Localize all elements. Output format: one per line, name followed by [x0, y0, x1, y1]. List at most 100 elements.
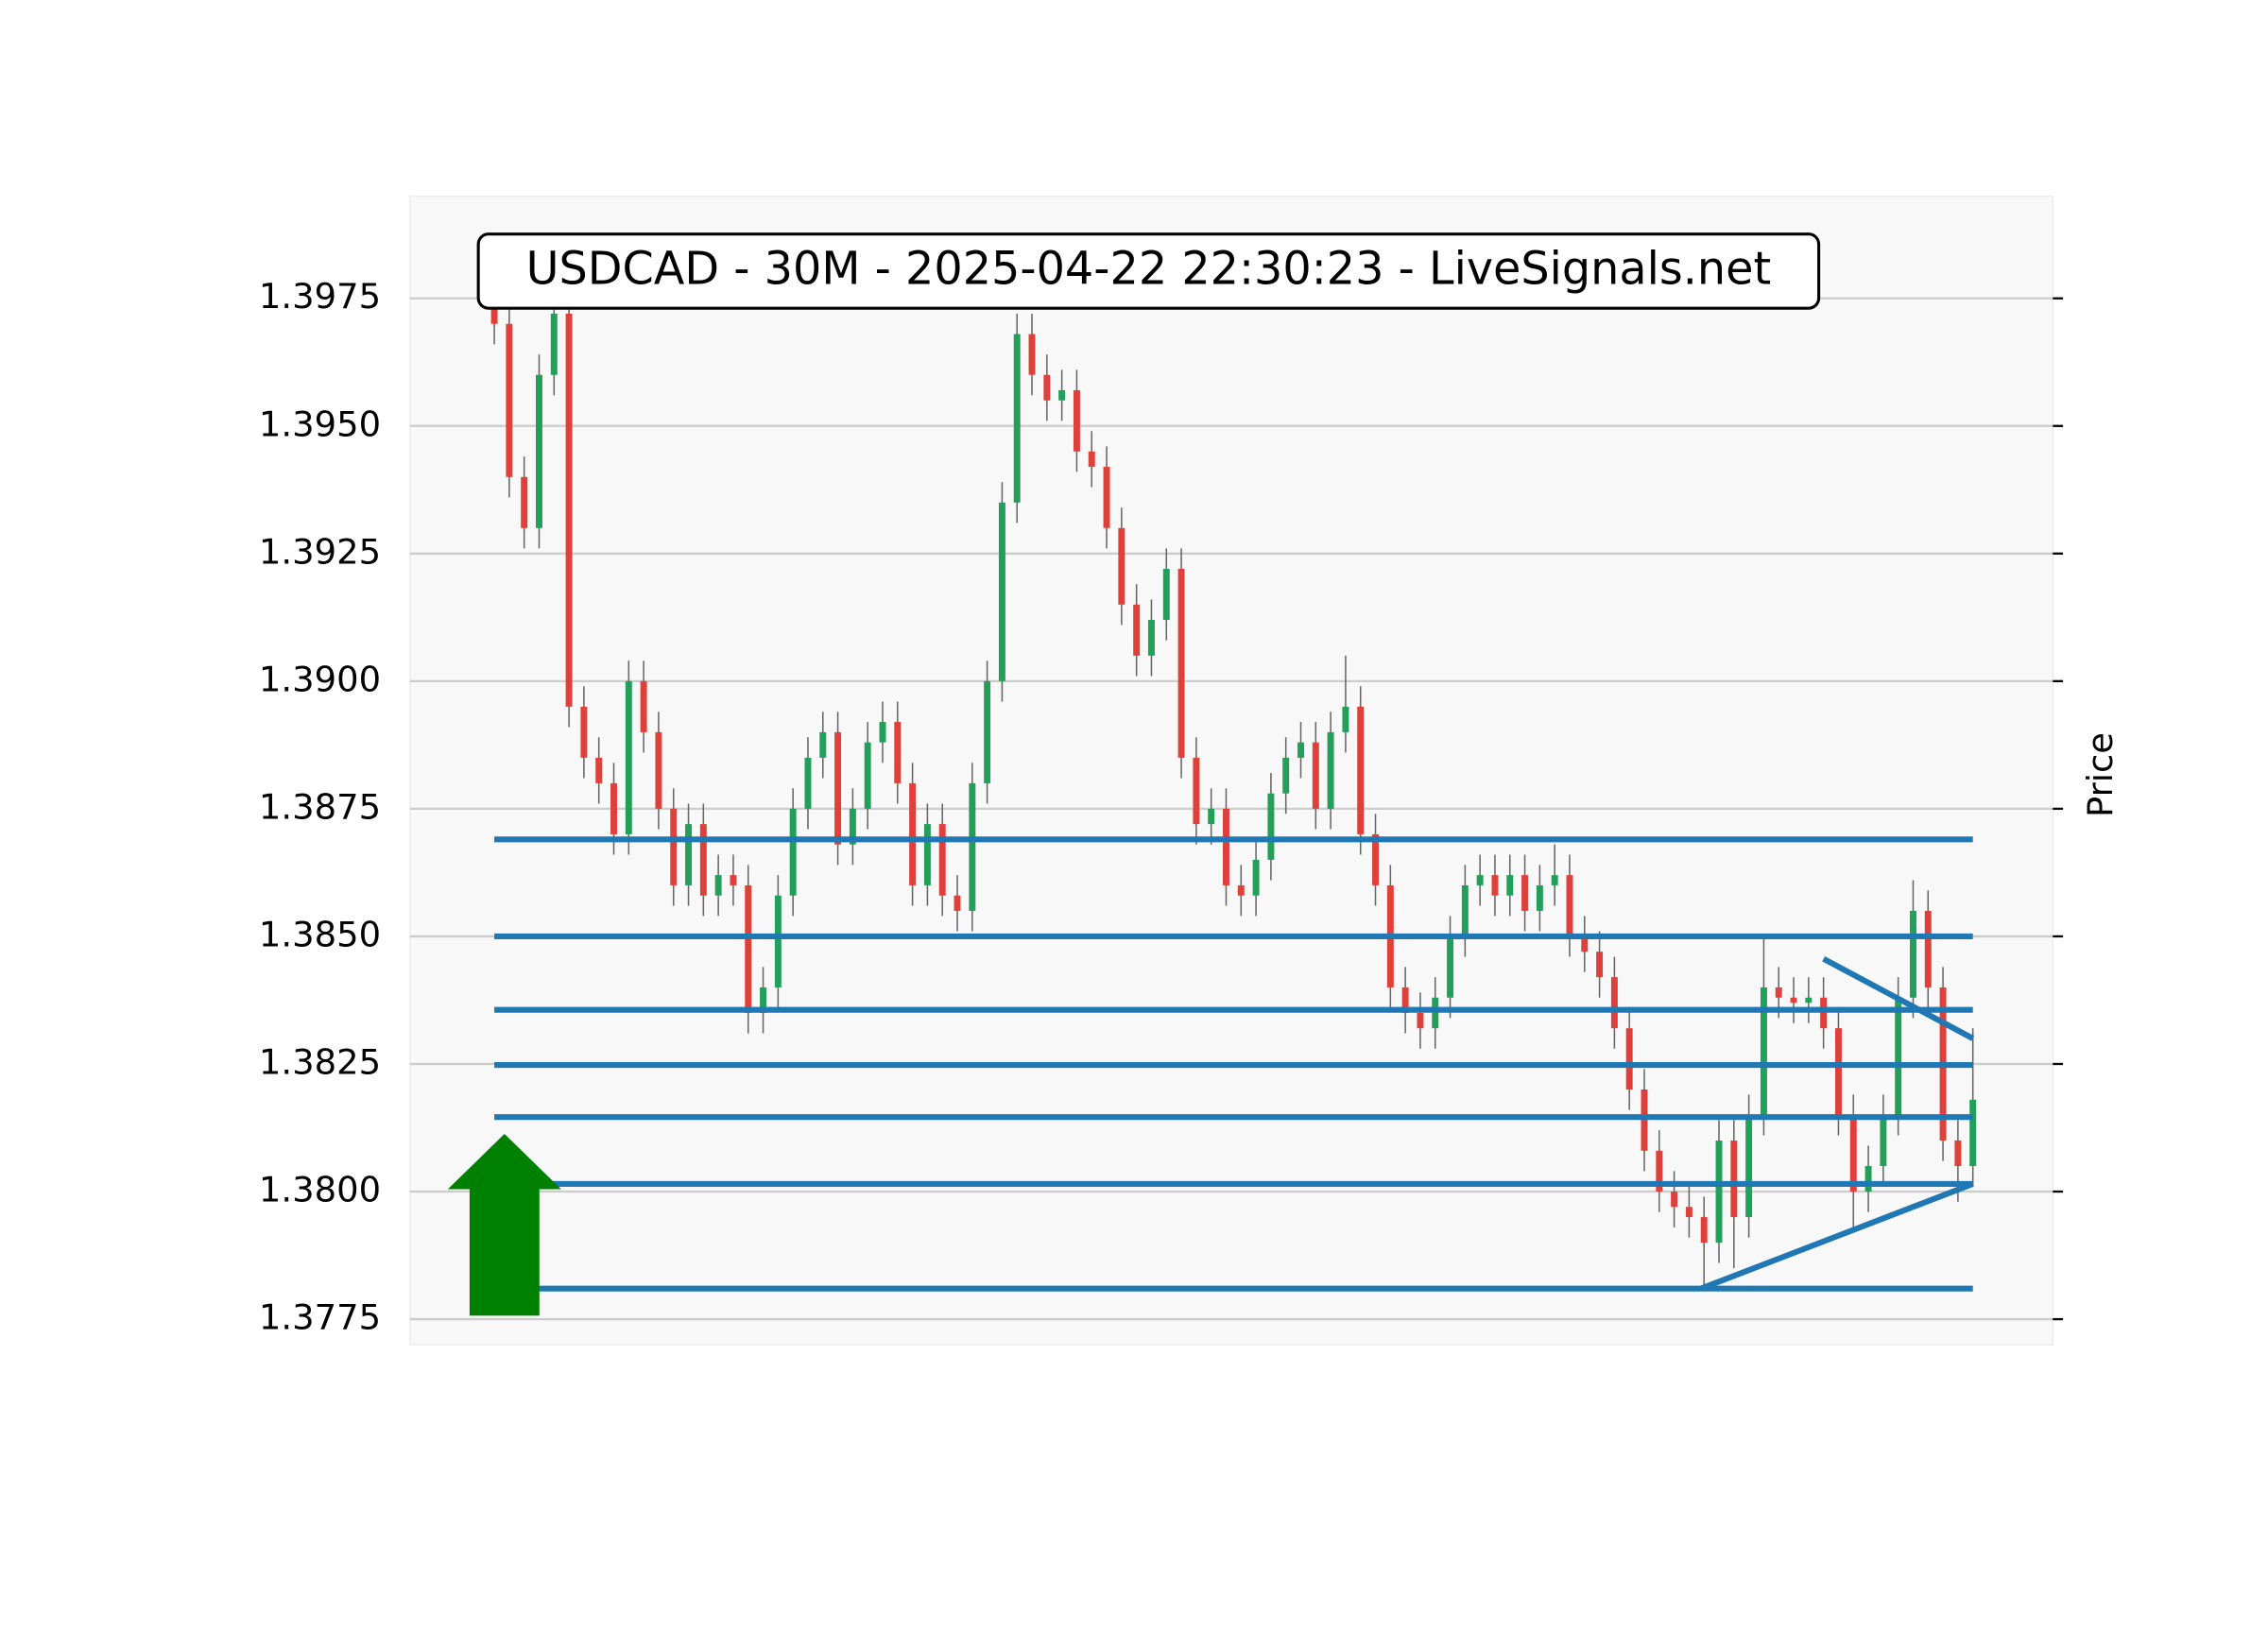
candle-body: [1133, 604, 1141, 656]
y-tick-label: 1.3850: [259, 914, 381, 954]
candle-body: [954, 895, 961, 911]
candle-body: [1028, 334, 1036, 375]
candle-body: [610, 782, 617, 834]
candle-body: [1401, 987, 1409, 1013]
candle-body: [1656, 1150, 1663, 1192]
candle-body: [894, 722, 902, 783]
candle-body: [1596, 952, 1604, 978]
candle-body: [849, 808, 856, 845]
candle-body: [745, 884, 752, 1013]
arrow-head: [447, 1134, 561, 1190]
candle-body: [1073, 389, 1080, 452]
candle-body: [640, 680, 647, 732]
candle-body: [1760, 987, 1767, 1115]
y-tick-label: 1.3825: [259, 1041, 381, 1082]
candle-body: [1327, 731, 1334, 809]
candle-body: [714, 875, 722, 896]
y-axis: 1.3775 1.3800 1.3825 1.3850 1.3875 1.3900 1.39…: [259, 276, 2064, 1338]
candle-body: [1820, 997, 1828, 1029]
candle-body: [1880, 1115, 1887, 1167]
candle-body: [1834, 1028, 1842, 1115]
candle-body: [864, 742, 871, 809]
candle-body: [1312, 742, 1319, 809]
candle-body: [938, 824, 946, 896]
candle-body: [1267, 793, 1275, 860]
candle-body: [1223, 808, 1229, 885]
candle-body: [685, 824, 693, 885]
candle-body: [1641, 1089, 1648, 1151]
arrow-shaft: [469, 1187, 540, 1316]
candle-body: [1700, 1217, 1708, 1244]
candle-body: [1461, 884, 1469, 936]
candle-body: [1491, 875, 1499, 896]
candle-body: [1297, 742, 1304, 758]
candle-body: [1805, 997, 1813, 1004]
candle-body: [923, 824, 931, 885]
candle-body: [1566, 875, 1573, 936]
candle-body: [1924, 910, 1932, 987]
buy-arrow: [447, 1134, 561, 1316]
candle-body: [1730, 1141, 1738, 1218]
candle-body: [1551, 875, 1558, 885]
candle-body: [1417, 1012, 1424, 1029]
candle-body: [1162, 569, 1170, 621]
candle-body: [1895, 997, 1902, 1115]
candle-body: [1715, 1141, 1723, 1244]
candle-body: [521, 476, 528, 528]
candle-body: [998, 502, 1005, 681]
candle-body: [1625, 1028, 1633, 1090]
candle-body: [1043, 374, 1051, 401]
candle-body: [625, 680, 632, 834]
y-tick-label: 1.3800: [259, 1170, 381, 1210]
candle-body: [580, 706, 588, 758]
candle-body: [760, 987, 767, 1013]
y-tick-label: 1.3900: [259, 659, 381, 699]
candle-body: [1447, 935, 1454, 998]
candle-body: [1909, 910, 1916, 998]
candle-body: [834, 731, 842, 845]
candle-body: [1118, 527, 1125, 605]
candle-body: [789, 808, 797, 896]
candle-body: [1088, 451, 1095, 467]
candle-body: [506, 323, 513, 477]
candle-body: [565, 313, 573, 707]
candle-body: [804, 757, 812, 809]
candle-body: [1610, 977, 1618, 1029]
candle-body: [1372, 833, 1380, 885]
plot-area: [409, 195, 2054, 1346]
candle-body: [1252, 859, 1260, 896]
candle-body: [1864, 1166, 1872, 1192]
candle-body: [1506, 875, 1514, 896]
trend-line: [1699, 1181, 1974, 1292]
candles: [490, 262, 1977, 1289]
candle-body: [1775, 987, 1782, 998]
y-tick-label: 1.3875: [259, 786, 381, 827]
candle-body: [1581, 935, 1589, 952]
candle-body: [1685, 1207, 1692, 1218]
candle-body: [670, 808, 678, 885]
candle-body: [1432, 997, 1439, 1029]
candle-body: [1969, 1099, 1977, 1167]
candle-body: [1476, 875, 1484, 885]
candle-body: [595, 757, 603, 783]
candle-body: [550, 313, 558, 375]
candle-body: [730, 875, 737, 885]
candle-body: [1237, 884, 1245, 896]
candle-body: [1849, 1115, 1857, 1192]
candle-body: [536, 374, 542, 528]
candle-body: [1013, 334, 1021, 503]
candle-body: [1193, 757, 1200, 825]
y-tick-label: 1.3775: [259, 1297, 381, 1338]
candle-body: [1790, 997, 1797, 1004]
chart-title: USDCAD - 30M - 2025-04-22 22:30:23 - Liv…: [526, 244, 1772, 296]
title-box: [476, 232, 1821, 310]
lines: [494, 836, 1975, 1292]
candle-body: [1177, 569, 1185, 758]
candle-body: [774, 895, 782, 987]
candle-body: [909, 782, 917, 885]
candle-body: [984, 680, 991, 783]
y-tick-label: 1.3925: [259, 531, 381, 572]
candle-body: [1282, 757, 1290, 794]
candle-body: [699, 824, 707, 896]
